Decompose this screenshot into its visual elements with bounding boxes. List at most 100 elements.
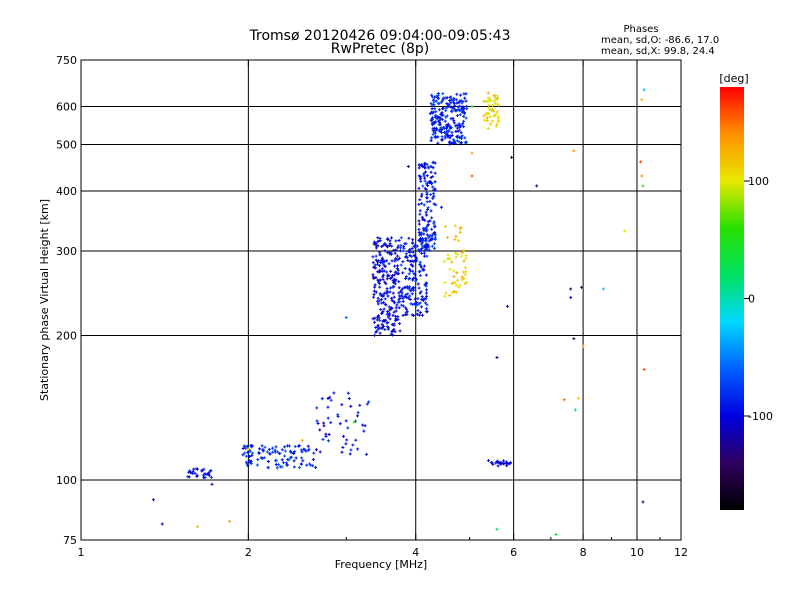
data-point bbox=[450, 260, 454, 264]
data-point bbox=[387, 262, 391, 266]
data-point bbox=[380, 323, 384, 327]
data-point bbox=[483, 118, 487, 122]
data-point bbox=[382, 307, 386, 311]
data-point bbox=[386, 315, 390, 319]
data-point bbox=[276, 450, 280, 454]
data-point bbox=[430, 116, 434, 120]
data-point bbox=[601, 287, 605, 291]
data-point bbox=[416, 282, 420, 286]
data-point bbox=[443, 224, 447, 228]
data-point bbox=[394, 309, 398, 313]
data-point bbox=[623, 229, 627, 233]
data-point bbox=[462, 114, 466, 118]
data-point bbox=[398, 322, 402, 326]
data-point bbox=[492, 99, 496, 103]
data-point bbox=[307, 447, 311, 451]
data-point bbox=[430, 103, 434, 107]
data-point bbox=[410, 259, 414, 263]
data-point bbox=[417, 186, 421, 190]
data-point bbox=[391, 285, 395, 289]
data-point bbox=[640, 98, 644, 102]
data-point bbox=[409, 302, 413, 306]
data-point bbox=[554, 533, 558, 537]
data-point bbox=[446, 104, 450, 108]
data-point bbox=[292, 459, 296, 463]
data-point bbox=[436, 141, 440, 145]
data-point bbox=[457, 285, 461, 289]
data-point bbox=[408, 297, 412, 301]
data-point bbox=[342, 434, 346, 438]
data-point bbox=[488, 98, 492, 102]
data-point bbox=[354, 438, 358, 442]
data-point bbox=[442, 259, 446, 263]
colorbar-label: [deg] bbox=[719, 72, 748, 85]
data-point bbox=[417, 163, 421, 167]
data-point bbox=[381, 262, 385, 266]
data-point bbox=[241, 447, 245, 451]
data-point bbox=[424, 273, 428, 277]
data-point bbox=[383, 264, 387, 268]
data-point bbox=[494, 112, 498, 116]
data-point bbox=[429, 193, 433, 197]
data-point bbox=[444, 109, 448, 113]
data-point bbox=[460, 278, 464, 282]
data-point bbox=[454, 290, 458, 294]
data-point bbox=[495, 97, 499, 101]
data-point bbox=[417, 202, 421, 206]
data-point bbox=[459, 93, 463, 97]
data-point bbox=[424, 281, 428, 285]
data-point bbox=[393, 251, 397, 255]
data-point bbox=[389, 236, 393, 240]
data-point bbox=[300, 450, 304, 454]
data-point bbox=[401, 296, 405, 300]
data-point bbox=[448, 140, 452, 144]
data-point bbox=[409, 263, 413, 267]
data-point bbox=[387, 311, 391, 315]
data-point bbox=[411, 278, 415, 282]
data-point bbox=[300, 456, 304, 460]
data-point bbox=[446, 135, 450, 139]
data-point bbox=[447, 129, 451, 133]
data-point bbox=[302, 447, 306, 451]
data-point bbox=[448, 267, 452, 271]
data-point bbox=[455, 92, 459, 96]
data-point bbox=[496, 119, 500, 123]
data-point bbox=[191, 470, 195, 474]
data-point bbox=[443, 136, 447, 140]
data-point bbox=[430, 227, 434, 231]
data-point bbox=[401, 304, 405, 308]
data-point bbox=[448, 136, 452, 140]
data-point bbox=[373, 263, 377, 267]
data-point bbox=[404, 310, 408, 314]
data-point bbox=[417, 222, 421, 226]
data-point bbox=[429, 209, 433, 213]
data-point bbox=[375, 329, 379, 333]
data-point bbox=[391, 279, 395, 283]
data-point bbox=[506, 304, 510, 308]
data-point bbox=[639, 160, 643, 164]
data-point bbox=[460, 101, 464, 105]
data-point bbox=[380, 267, 384, 271]
data-point bbox=[378, 331, 382, 335]
data-point bbox=[418, 177, 422, 181]
data-point bbox=[487, 103, 491, 107]
data-point bbox=[457, 122, 461, 126]
data-point bbox=[365, 402, 369, 406]
data-point bbox=[280, 458, 284, 462]
data-point bbox=[440, 100, 444, 104]
data-point bbox=[425, 310, 429, 314]
data-point bbox=[326, 405, 330, 409]
data-point bbox=[562, 398, 566, 402]
data-point bbox=[428, 248, 432, 252]
data-point bbox=[349, 448, 353, 452]
data-point bbox=[367, 400, 371, 404]
data-point bbox=[433, 231, 437, 235]
data-point bbox=[458, 113, 462, 117]
data-point bbox=[407, 272, 411, 276]
data-point bbox=[432, 202, 436, 206]
data-point bbox=[423, 165, 427, 169]
y-tick-label: 100 bbox=[56, 474, 77, 487]
data-point bbox=[390, 259, 394, 263]
data-point bbox=[355, 414, 359, 418]
data-point bbox=[420, 251, 424, 255]
